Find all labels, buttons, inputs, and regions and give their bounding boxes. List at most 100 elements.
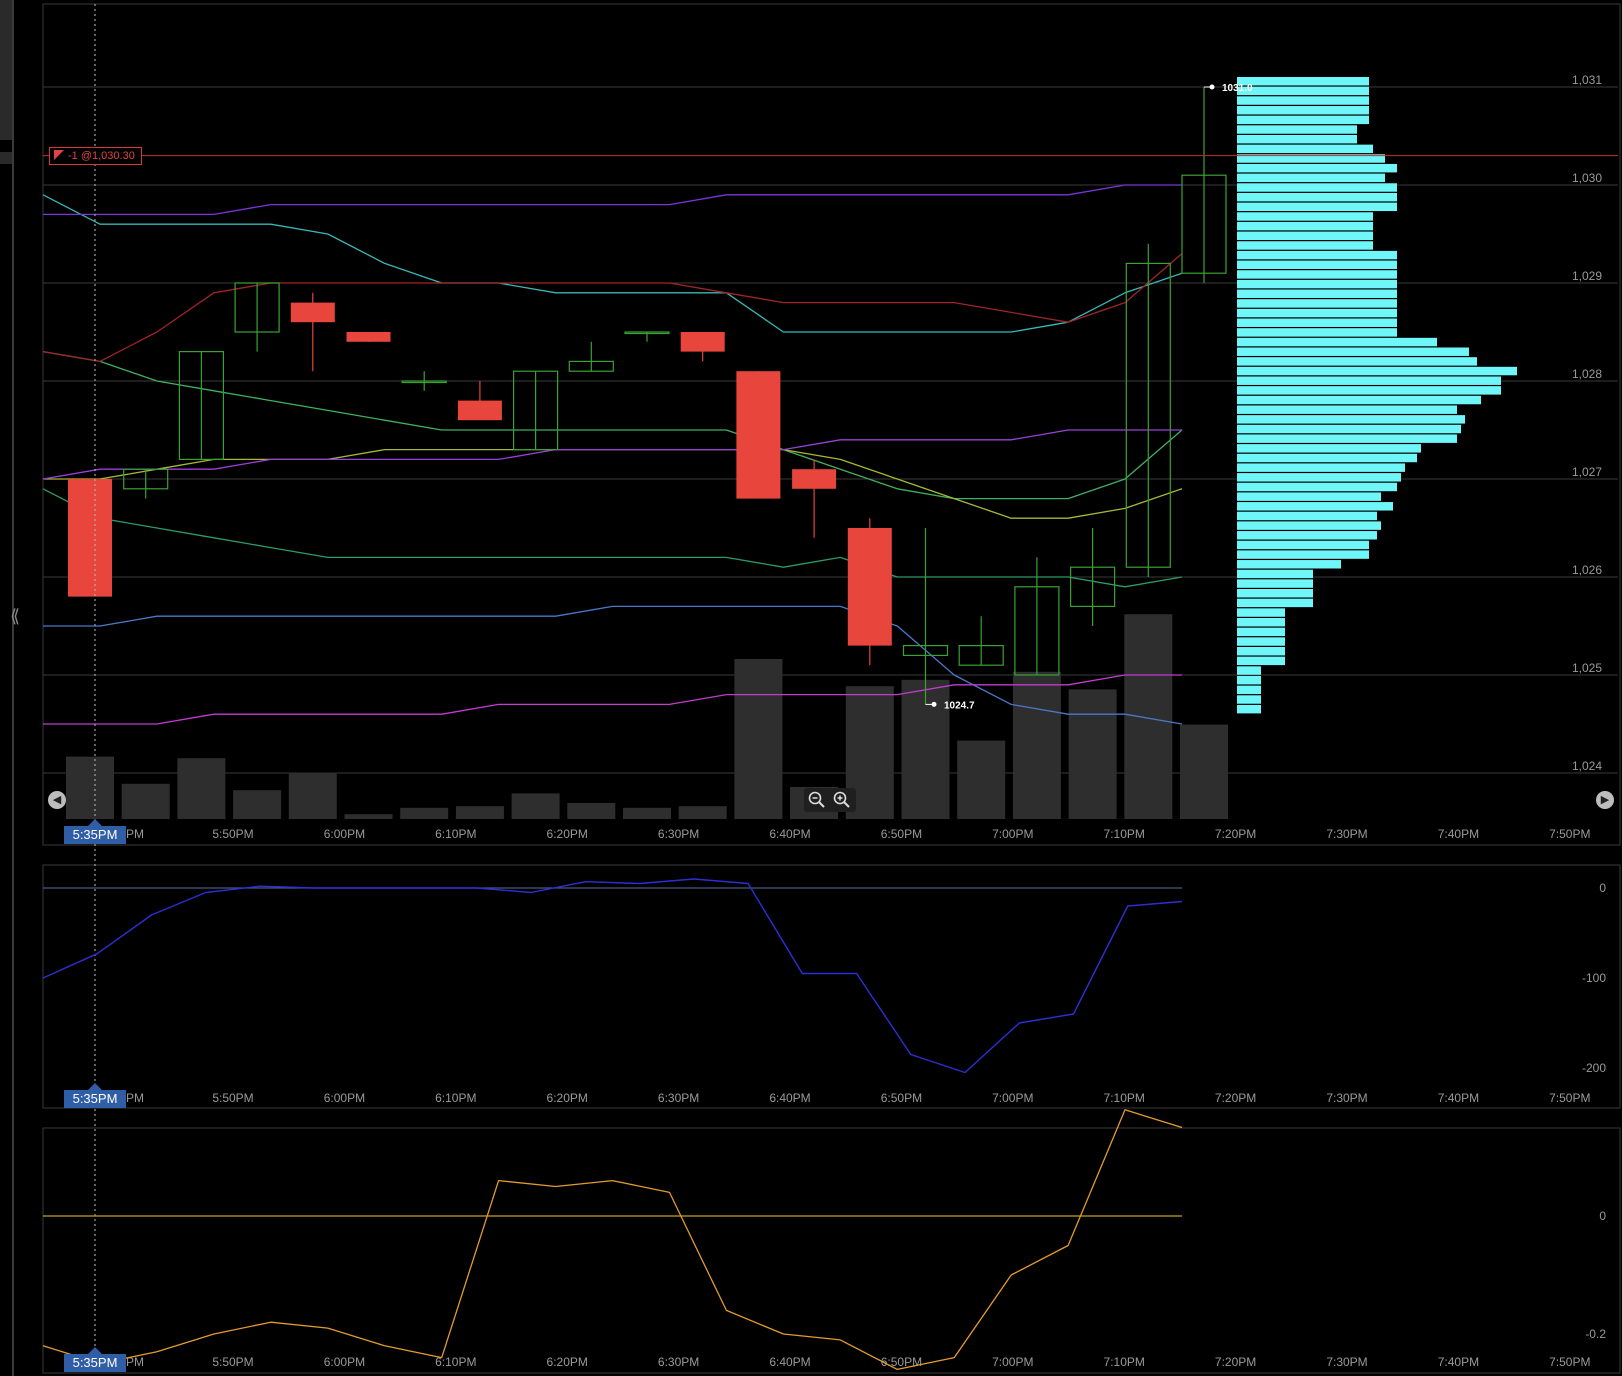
- time-axis-label: 6:10PM: [435, 1355, 476, 1369]
- volume-profile-bar: [1237, 598, 1313, 608]
- volume-profile-bar: [1237, 637, 1285, 646]
- channel-top-line: [43, 184, 1182, 216]
- left-panel-tab[interactable]: [0, 0, 12, 140]
- price-panel-frame: [42, 3, 1621, 846]
- volume-profile-bar: [1237, 473, 1401, 482]
- oscillator-panel-frame: [42, 1127, 1621, 1374]
- time-axis-label: 5:50PM: [212, 1355, 253, 1369]
- volume-profile-bar: [1237, 434, 1457, 443]
- volume-bar: [177, 758, 226, 819]
- volume-bar: [1124, 614, 1173, 819]
- price-axis-label: 1,024: [1572, 759, 1602, 773]
- price-axis-label: 1,026: [1572, 563, 1602, 577]
- price-axis-label: 1,029: [1572, 269, 1602, 283]
- volume-bar: [734, 659, 783, 819]
- candle-body: [346, 332, 391, 342]
- candle-body: [1181, 174, 1227, 274]
- time-axis-label: 7:10PM: [1104, 1355, 1145, 1369]
- volume-bar: [957, 740, 1006, 819]
- volume-profile-bar: [1237, 656, 1285, 666]
- time-axis-label-partial: PM: [126, 827, 144, 841]
- candle-body: [847, 528, 892, 646]
- volume-profile-bar: [1237, 579, 1313, 588]
- volume-bar: [400, 807, 449, 819]
- volume-profile-bar: [1237, 444, 1421, 453]
- volume-bar: [1068, 689, 1117, 819]
- volume-bar: [344, 814, 393, 819]
- time-axis-label: 5:50PM: [212, 827, 253, 841]
- sell-flag-icon: [54, 150, 64, 160]
- volume-profile-bar: [1237, 221, 1373, 231]
- volume-profile-bar: [1237, 521, 1381, 530]
- time-axis-label: 6:30PM: [658, 827, 699, 841]
- volume-profile-bar: [1237, 646, 1285, 656]
- zoom-out-icon[interactable]: [807, 790, 827, 810]
- volume-profile-bar: [1237, 666, 1261, 675]
- candle-body: [958, 644, 1004, 666]
- time-axis-label: 6:30PM: [658, 1091, 699, 1105]
- time-axis-label: 6:00PM: [324, 1355, 365, 1369]
- volume-profile-bar: [1237, 531, 1377, 540]
- volume-profile-bar: [1237, 105, 1369, 115]
- volume-profile-bar: [1237, 675, 1261, 685]
- price-axis-label: 1,025: [1572, 661, 1602, 675]
- volume-profile-bar: [1237, 279, 1397, 289]
- volume-profile-bar: [1237, 540, 1369, 550]
- time-axis-label: 6:20PM: [547, 1355, 588, 1369]
- left-panel-divider[interactable]: [12, 0, 14, 1376]
- volume-profile-bar: [1237, 502, 1393, 511]
- volume-bar: [511, 793, 560, 819]
- scroll-left-button[interactable]: ◀: [48, 791, 66, 809]
- candle-body: [902, 644, 949, 656]
- volume-bar: [233, 790, 282, 819]
- volume-profile-bar: [1237, 405, 1457, 414]
- volume-profile-bar: [1237, 395, 1481, 405]
- osc-line: [42, 1109, 1183, 1371]
- volume-profile-bar: [1237, 144, 1373, 154]
- candle-body: [457, 400, 502, 421]
- volume-profile-bar: [1237, 617, 1285, 627]
- volume-profile-bar: [1237, 173, 1385, 183]
- volume-profile-bar: [1237, 115, 1369, 125]
- volume-bar: [288, 772, 337, 819]
- time-axis-label: 7:50PM: [1549, 827, 1590, 841]
- order-marker[interactable]: -1 @1,030.30: [49, 147, 142, 165]
- time-axis-label: 7:50PM: [1549, 1355, 1590, 1369]
- candle-body: [680, 332, 725, 352]
- volume-bar: [66, 756, 114, 819]
- candle-body: [290, 302, 335, 323]
- collapse-panel-icon[interactable]: ⟪: [10, 606, 21, 626]
- scroll-right-button[interactable]: ▶: [1596, 791, 1614, 809]
- time-axis-label-partial: PM: [126, 1091, 144, 1105]
- time-axis-label: 7:50PM: [1549, 1091, 1590, 1105]
- volume-bar: [567, 803, 616, 819]
- volume-profile-bar: [1237, 589, 1313, 598]
- volume-profile-bar: [1237, 96, 1369, 105]
- vwap-blue-line: [43, 605, 1183, 725]
- time-axis-label: 7:40PM: [1438, 1091, 1479, 1105]
- time-axis-label: 7:30PM: [1326, 1355, 1367, 1369]
- time-axis-label: 7:00PM: [992, 1091, 1033, 1105]
- volume-profile-bar: [1237, 134, 1357, 144]
- osc-axis-label: -0.2: [1585, 1327, 1606, 1341]
- zoom-in-icon[interactable]: [832, 790, 852, 810]
- volume-profile-bar: [1237, 318, 1397, 327]
- volume-profile-bar: [1237, 183, 1397, 192]
- volume-profile-bar: [1237, 627, 1285, 637]
- time-axis-label: 7:40PM: [1438, 827, 1479, 841]
- osc-axis-label: 0: [1599, 1209, 1606, 1223]
- volume-bar: [678, 806, 727, 819]
- volume-profile-bar: [1237, 231, 1373, 241]
- high-price-label: 1031.0: [1222, 83, 1253, 94]
- cci-axis-label: 0: [1599, 881, 1606, 895]
- time-axis-label: 7:30PM: [1326, 827, 1367, 841]
- time-axis-label: 6:40PM: [769, 1091, 810, 1105]
- volume-profile-bar: [1237, 125, 1357, 134]
- time-axis-label: 7:20PM: [1215, 1355, 1256, 1369]
- volume-profile-bar: [1237, 511, 1377, 521]
- candle-body: [234, 282, 280, 333]
- volume-profile-bar: [1237, 86, 1369, 96]
- volume-profile-bar: [1237, 337, 1437, 347]
- candle-body: [568, 360, 614, 372]
